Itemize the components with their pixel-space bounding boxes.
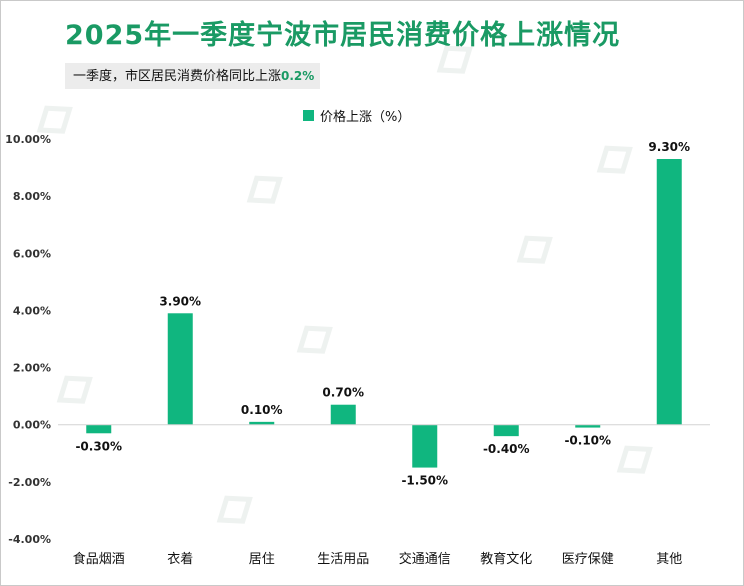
- category-label: 食品烟酒: [73, 551, 125, 567]
- subtitle-text: 一季度，市区居民消费价格同比上涨: [73, 69, 282, 84]
- y-tick-label: 0.00%: [13, 419, 51, 432]
- value-label: 0.10%: [241, 403, 283, 417]
- bar: [412, 424, 438, 468]
- chart-title: 2025年一季度宁波市居民消费价格上涨情况: [65, 20, 621, 51]
- value-labels: -0.30% 3.90% 0.10% 0.70% -1.50% -0.40% -0.10% 9…: [75, 140, 690, 488]
- value-label: 3.90%: [159, 294, 201, 308]
- watermark-logo: [56, 375, 93, 404]
- value-label: -1.50%: [401, 474, 448, 488]
- y-tick-label: 10.00%: [5, 133, 51, 146]
- bar: [656, 159, 682, 425]
- bar: [167, 313, 193, 425]
- y-axis: -4.00% -2.00% 0.00% 2.00% 4.00% 6.00% 8.00% 10.…: [5, 133, 51, 546]
- value-label: 0.70%: [322, 386, 364, 400]
- value-label: -0.30%: [75, 439, 122, 453]
- subtitle-box: 一季度，市区居民消费价格同比上涨0.2%: [65, 63, 321, 89]
- category-label: 衣着: [167, 551, 193, 567]
- watermark-logo: [246, 175, 283, 204]
- legend-label: 价格上涨（%）: [320, 109, 410, 125]
- y-tick-label: -2.00%: [8, 476, 51, 489]
- bar: [330, 404, 356, 425]
- bars: [86, 159, 682, 468]
- y-tick-label: 6.00%: [13, 247, 51, 260]
- watermark-logo: [36, 105, 73, 134]
- bar: [493, 424, 519, 437]
- category-label: 生活用品: [317, 552, 369, 567]
- y-tick-label: 8.00%: [13, 190, 51, 203]
- subtitle-highlight: 0.2%: [281, 69, 315, 83]
- x-axis: 食品烟酒 衣着 居住 生活用品 交通通信 教育文化 医疗保健 其他: [73, 551, 683, 567]
- bar: [249, 421, 275, 425]
- watermark-logo: [216, 495, 253, 524]
- category-label: 交通通信: [399, 551, 451, 567]
- category-label: 其他: [656, 552, 682, 567]
- watermark-logo: [616, 445, 653, 474]
- legend: 价格上涨（%）: [303, 109, 410, 125]
- watermark-logo: [516, 235, 553, 264]
- value-label: -0.10%: [564, 434, 611, 448]
- y-tick-label: 2.00%: [13, 362, 51, 375]
- y-tick-label: 4.00%: [13, 304, 51, 317]
- value-label: 9.30%: [648, 140, 690, 154]
- legend-swatch: [303, 110, 314, 121]
- category-label: 居住: [249, 552, 275, 567]
- watermark-logo: [436, 45, 473, 74]
- value-label: -0.40%: [483, 442, 530, 456]
- bar: [86, 424, 112, 434]
- watermark-layer: [36, 45, 653, 524]
- category-label: 教育文化: [480, 551, 532, 567]
- category-label: 医疗保健: [562, 552, 614, 567]
- watermark-logo: [296, 325, 333, 354]
- bar: [575, 424, 601, 428]
- watermark-logo: [596, 145, 633, 174]
- y-tick-label: -4.00%: [8, 533, 51, 546]
